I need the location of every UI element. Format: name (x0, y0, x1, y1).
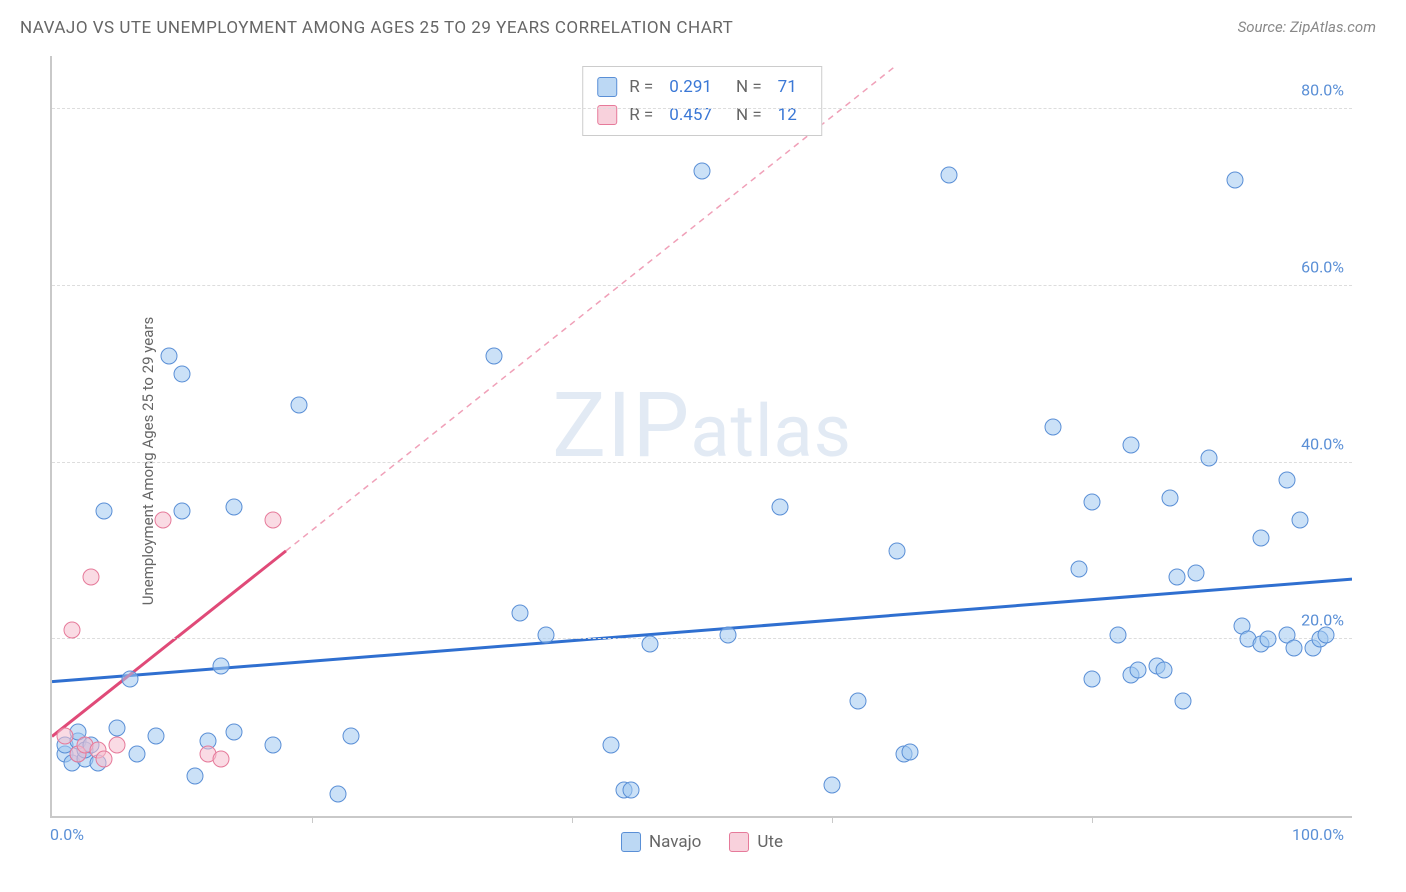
point-navajo (1168, 569, 1185, 586)
point-navajo (1285, 640, 1302, 657)
x-tick-label: 0.0% (50, 825, 84, 844)
y-tick-label: 60.0% (1301, 257, 1344, 276)
point-navajo (1292, 511, 1309, 528)
stats-row-ute: R = 0.457 N = 12 (597, 101, 801, 129)
point-ute (213, 750, 230, 767)
point-navajo (1155, 662, 1172, 679)
point-navajo (128, 746, 145, 763)
point-navajo (512, 604, 529, 621)
swatch-ute (729, 832, 749, 852)
point-ute (57, 728, 74, 745)
point-navajo (1162, 489, 1179, 506)
point-navajo (1129, 662, 1146, 679)
point-navajo (850, 693, 867, 710)
point-navajo (1253, 529, 1270, 546)
point-navajo (1201, 450, 1218, 467)
point-navajo (174, 366, 191, 383)
point-navajo (642, 635, 659, 652)
point-navajo (486, 348, 503, 365)
point-navajo (265, 737, 282, 754)
point-navajo (772, 498, 789, 515)
series-legend: Navajo Ute (621, 832, 783, 852)
legend-item-navajo: Navajo (621, 832, 701, 852)
point-navajo (96, 503, 113, 520)
source-label: Source: ZipAtlas.com (1238, 18, 1376, 36)
point-navajo (291, 397, 308, 414)
point-navajo (1045, 419, 1062, 436)
point-ute (154, 511, 171, 528)
point-navajo (1084, 494, 1101, 511)
gridline (52, 285, 1352, 286)
point-ute (96, 750, 113, 767)
point-navajo (889, 542, 906, 559)
point-navajo (122, 671, 139, 688)
legend-item-ute: Ute (729, 832, 783, 852)
point-navajo (161, 348, 178, 365)
x-tick (832, 816, 833, 823)
point-navajo (226, 724, 243, 741)
point-navajo (174, 503, 191, 520)
point-navajo (1084, 671, 1101, 688)
point-navajo (694, 162, 711, 179)
point-navajo (1110, 626, 1127, 643)
swatch-navajo (621, 832, 641, 852)
x-tick (312, 816, 313, 823)
point-navajo (603, 737, 620, 754)
point-navajo (941, 167, 958, 184)
point-navajo (622, 781, 639, 798)
point-navajo (1318, 626, 1335, 643)
x-tick-label: 100.0% (1292, 825, 1344, 844)
gridline (52, 638, 1352, 639)
point-navajo (226, 498, 243, 515)
point-ute (265, 511, 282, 528)
y-tick-label: 80.0% (1301, 81, 1344, 100)
point-navajo (1259, 631, 1276, 648)
gridline (52, 108, 1352, 109)
point-navajo (1188, 564, 1205, 581)
point-navajo (1227, 171, 1244, 188)
point-navajo (1071, 560, 1088, 577)
stats-row-navajo: R = 0.291 N = 71 (597, 73, 801, 101)
y-tick-label: 40.0% (1301, 434, 1344, 453)
chart-title: NAVAJO VS UTE UNEMPLOYMENT AMONG AGES 25… (20, 18, 733, 38)
x-tick (572, 816, 573, 823)
point-navajo (343, 728, 360, 745)
point-navajo (1175, 693, 1192, 710)
point-navajo (187, 768, 204, 785)
point-navajo (330, 785, 347, 802)
point-ute (109, 737, 126, 754)
plot-area: ZIPatlas R = 0.291 N = 71 R = 0.457 N = … (50, 56, 1352, 818)
swatch-navajo (597, 77, 617, 97)
point-navajo (213, 657, 230, 674)
point-navajo (1123, 436, 1140, 453)
point-ute (83, 569, 100, 586)
point-navajo (824, 777, 841, 794)
point-navajo (538, 626, 555, 643)
trend-line (286, 65, 897, 551)
point-navajo (109, 719, 126, 736)
stats-legend: R = 0.291 N = 71 R = 0.457 N = 12 (582, 66, 822, 136)
point-navajo (902, 743, 919, 760)
x-tick (1092, 816, 1093, 823)
point-navajo (1279, 472, 1296, 489)
point-ute (63, 622, 80, 639)
point-navajo (148, 728, 165, 745)
gridline (52, 462, 1352, 463)
point-navajo (720, 626, 737, 643)
chart-container: Unemployment Among Ages 25 to 29 years Z… (0, 46, 1406, 876)
